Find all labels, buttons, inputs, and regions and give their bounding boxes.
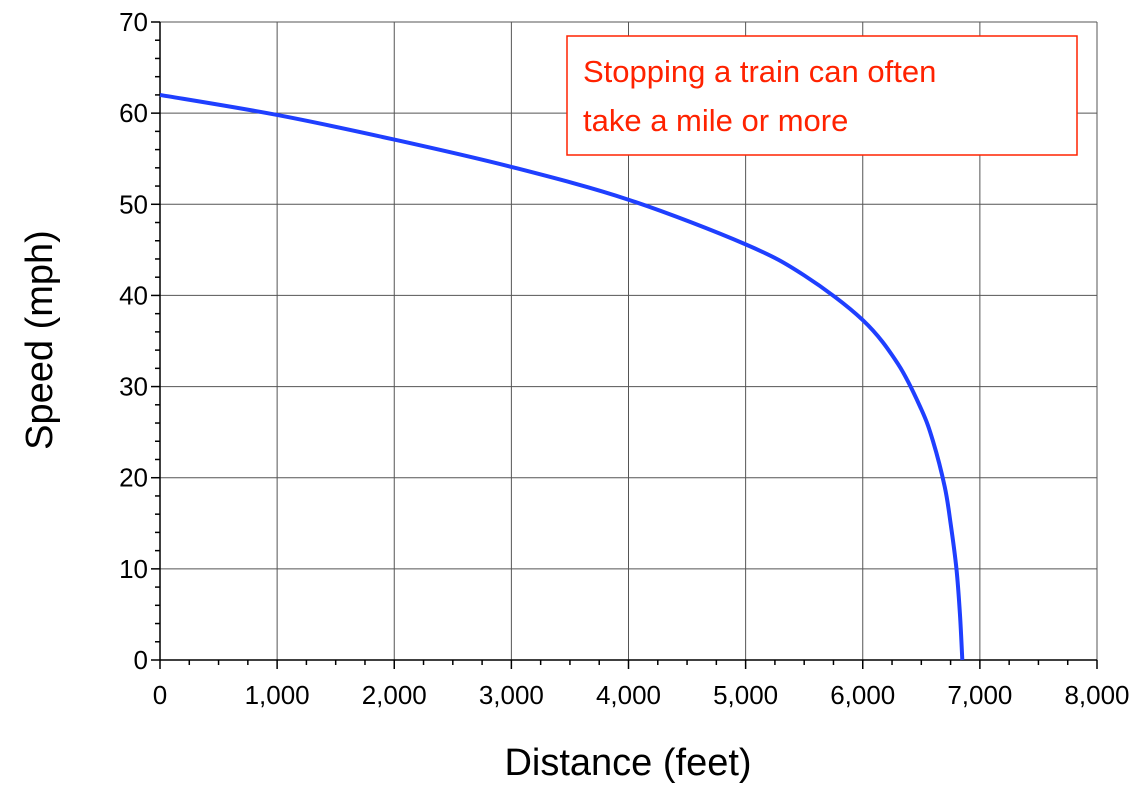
x-axis-title: Distance (feet) [504, 742, 751, 784]
annotation-border [566, 35, 1078, 156]
y-tick-label-2: 20 [119, 463, 148, 493]
y-tick-label-5: 50 [119, 189, 148, 219]
x-tick-label-0: 0 [153, 680, 167, 710]
x-tick-label-5: 5,000 [713, 680, 778, 710]
y-axis-title: Speed (mph) [19, 230, 61, 450]
x-tick-labels: 0 1,000 2,000 3,000 4,000 5,000 6,000 7,000 8,00… [153, 680, 1130, 710]
annotation-box: Stopping a train can often take a mile o… [566, 35, 1078, 156]
series-layer [159, 92, 965, 661]
axes [159, 22, 1097, 661]
x-tick-label-1: 1,000 [245, 680, 310, 710]
y-tick-labels: 0 10 20 30 40 50 60 70 [119, 7, 148, 675]
minor-ticks [151, 21, 1098, 669]
annotation-line-1: Stopping a train can often [583, 54, 936, 89]
y-tick-label-7: 70 [119, 7, 148, 37]
y-tick-label-1: 10 [119, 554, 148, 584]
series-line-0 [159, 92, 965, 661]
y-tick-label-4: 40 [119, 280, 148, 310]
x-tick-label-3: 3,000 [479, 680, 544, 710]
y-tick-label-6: 60 [119, 98, 148, 128]
y-tick-label-0: 0 [134, 645, 148, 675]
x-tick-label-2: 2,000 [362, 680, 427, 710]
x-tick-label-8: 8,000 [1064, 680, 1129, 710]
x-tick-label-4: 4,000 [596, 680, 661, 710]
x-tick-label-6: 6,000 [830, 680, 895, 710]
y-tick-label-3: 30 [119, 372, 148, 402]
annotation-line-2: take a mile or more [583, 103, 848, 138]
x-tick-label-7: 7,000 [947, 680, 1012, 710]
